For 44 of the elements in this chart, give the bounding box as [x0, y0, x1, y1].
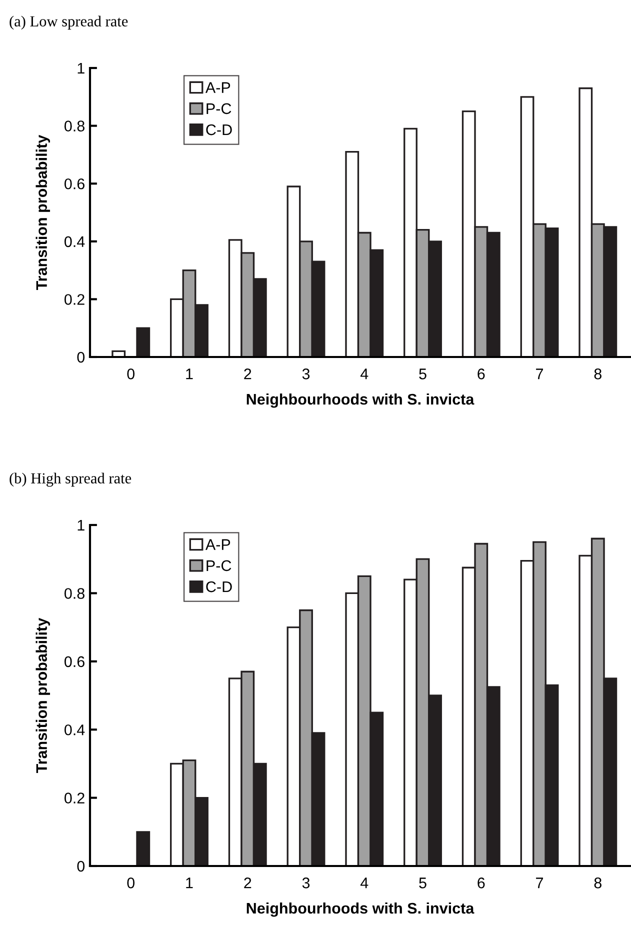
y-tick-label: 0.6 — [64, 656, 84, 668]
legend-label: A-P — [205, 539, 230, 550]
y-axis-title: Transition probability — [36, 618, 50, 773]
x-tick-label: 8 — [594, 368, 602, 380]
legend-label: C-D — [206, 124, 232, 136]
y-tick-label: 0.6 — [64, 178, 84, 190]
x-axis-title: Neighbourhoods with S. invicta — [246, 902, 474, 917]
x-tick-label: 1 — [186, 368, 193, 380]
x-tick-label: 8 — [594, 878, 602, 888]
x-tick-label: 6 — [478, 878, 485, 888]
x-tick-label: 7 — [536, 878, 543, 888]
legend-label: C-D — [206, 581, 232, 592]
y-tick-label: 1 — [78, 63, 84, 74]
x-tick-label: 6 — [478, 368, 485, 380]
x-axis-title: Neighbourhoods with S. invicta — [246, 393, 474, 408]
legend-label: P-C — [206, 560, 232, 572]
y-tick-label: 0.8 — [64, 588, 84, 599]
x-tick-label: 3 — [302, 878, 310, 888]
y-axis-title: Transition probability — [36, 134, 50, 290]
bar — [136, 831, 150, 866]
x-tick-label: 5 — [419, 368, 426, 380]
x-tick-label: 7 — [536, 368, 543, 380]
y-tick-label: 0 — [77, 352, 85, 363]
x-tick-label: 1 — [186, 878, 193, 888]
x-tick-label: 5 — [419, 878, 426, 888]
y-tick-label: 0 — [77, 860, 85, 872]
y-tick-label: 0.4 — [64, 236, 85, 248]
x-tick-label: 0 — [127, 878, 135, 888]
x-tick-label: 4 — [360, 878, 368, 888]
x-tick-label: 2 — [244, 368, 252, 380]
x-tick-label: 0 — [127, 368, 135, 380]
chart-title: (b) High spread rate — [10, 472, 132, 487]
y-tick-label: 0.2 — [64, 792, 84, 804]
y-tick-label: 0.2 — [64, 294, 84, 305]
legend-label: P-C — [206, 103, 232, 114]
y-tick-label: 1 — [78, 520, 84, 531]
x-tick-label: 3 — [302, 368, 310, 380]
bar — [136, 327, 150, 357]
x-tick-label: 2 — [244, 878, 252, 888]
x-tick-label: 4 — [360, 368, 368, 380]
y-tick-label: 0.4 — [64, 724, 85, 736]
y-tick-label: 0.8 — [64, 120, 84, 132]
legend-label: A-P — [205, 82, 230, 93]
chart-title: (a) Low spread rate — [10, 16, 128, 30]
